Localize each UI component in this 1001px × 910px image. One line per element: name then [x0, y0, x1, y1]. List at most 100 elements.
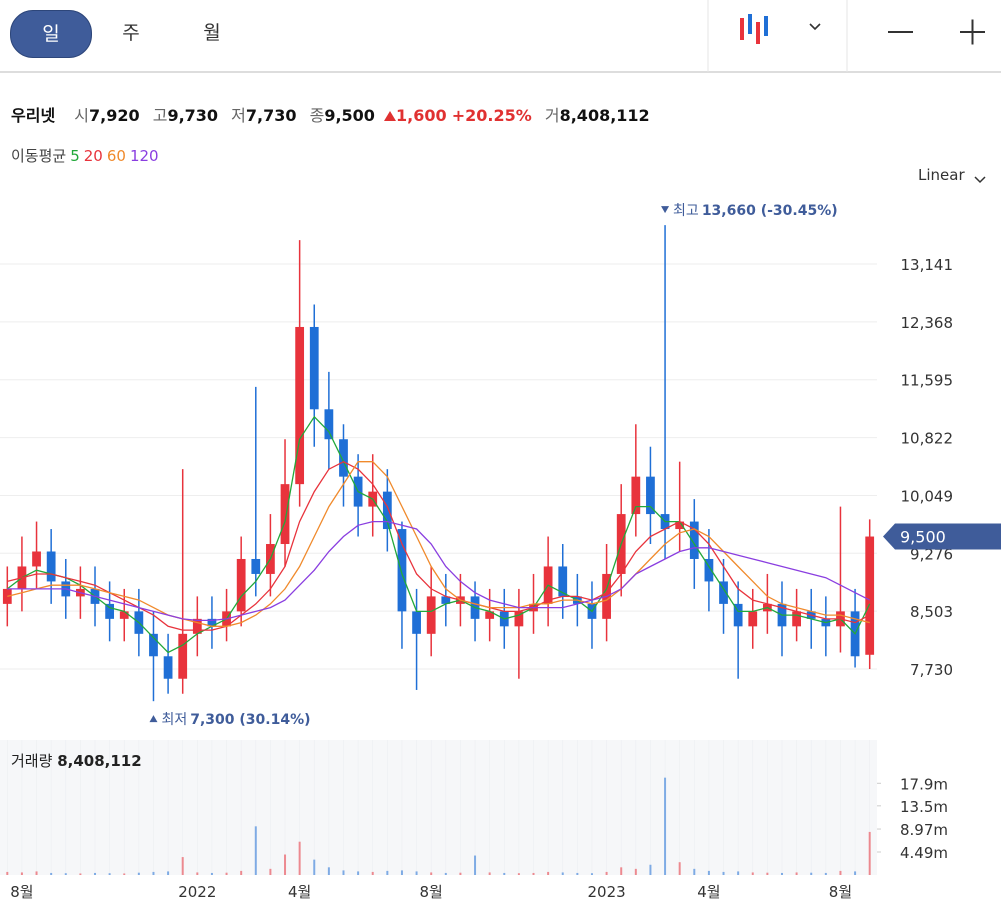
ma-legend: 이동평균 5 20 60 120	[11, 145, 159, 166]
volume-bar	[430, 872, 433, 875]
volume-bar	[400, 870, 403, 875]
volume-title: 거래량	[11, 752, 53, 770]
volume-bar	[225, 872, 228, 875]
volume-bar	[751, 872, 754, 875]
volume-bar	[94, 872, 97, 875]
volume-tick-label: 13.5m	[900, 798, 948, 816]
volume-value: 8,408,112	[57, 752, 142, 770]
volume-bar	[605, 871, 608, 875]
volume-bar	[327, 867, 330, 875]
candle-body	[119, 611, 129, 619]
value: 9,500	[324, 106, 375, 125]
tab-day[interactable]: 일	[10, 10, 92, 58]
volume-bar	[20, 872, 23, 875]
annotation-text: 최저 7,300 (30.14%)	[161, 712, 310, 728]
value: 7,920	[89, 106, 140, 125]
stock-info: 우리넷 시7,920 고9,730 저7,730 종9,500 1,600 +2…	[11, 102, 650, 126]
candle-body	[324, 409, 334, 440]
annotation-arrow	[149, 715, 158, 723]
volume-background	[0, 740, 877, 875]
volume-bar	[824, 872, 827, 875]
candle-body	[163, 656, 173, 679]
candle-body	[441, 596, 451, 604]
label: 거	[544, 106, 560, 125]
candle-body	[748, 611, 758, 627]
volume-bar	[649, 864, 652, 875]
volume-bar	[766, 872, 769, 875]
ma-line	[7, 520, 870, 622]
tab-week[interactable]: 주	[122, 22, 140, 44]
volume-bar	[693, 868, 696, 875]
volume-bar	[532, 872, 535, 875]
volume-bar	[780, 872, 783, 875]
ma-line	[7, 461, 870, 627]
ma-legend-entry: 5	[70, 147, 80, 165]
volume-bar	[196, 872, 199, 875]
chart-type-button[interactable]	[740, 14, 768, 44]
volume-bar	[342, 870, 345, 875]
value: 8,408,112	[559, 106, 650, 125]
volume-tick-label: 8.97m	[900, 821, 948, 839]
volume-bar	[50, 872, 53, 875]
volume-bar	[298, 841, 301, 875]
volume-bar	[210, 872, 213, 875]
x-tick-label: 2022	[178, 883, 216, 901]
volume-bar	[167, 871, 170, 875]
volume-bar	[722, 871, 725, 875]
candle-body	[295, 326, 305, 485]
candle-body	[631, 476, 641, 515]
volume-tick-label: 4.49m	[900, 844, 948, 862]
y-tick-label: 10,049	[901, 487, 954, 505]
extreme-annotation: 최고 13,660 (-30.45%)	[661, 203, 838, 219]
volume-bar	[152, 871, 155, 875]
candle-body	[339, 439, 348, 477]
x-tick-label: 8월	[10, 883, 33, 901]
annotation-arrow	[661, 206, 670, 214]
y-tick-label: 12,368	[901, 314, 954, 332]
tab-month[interactable]: 월	[203, 22, 221, 44]
candle-body	[485, 611, 495, 619]
volume-bar	[35, 871, 38, 875]
candle-body	[733, 603, 743, 627]
zoom-in[interactable]	[960, 19, 985, 45]
volume-bar	[517, 873, 520, 875]
volume-bar	[371, 871, 374, 875]
scale-arrow[interactable]	[974, 176, 986, 184]
volume-bar	[737, 871, 740, 875]
scale-select[interactable]: Linear	[918, 166, 965, 184]
candle-body	[689, 521, 699, 559]
candle-body	[558, 566, 568, 597]
y-tick-label: 9,276	[910, 545, 953, 563]
annotation-value: 7,300 (30.14%)	[190, 712, 310, 728]
candle-body	[704, 558, 714, 582]
label: 저	[231, 106, 246, 125]
up-arrow	[384, 111, 397, 121]
candle-body	[792, 611, 801, 627]
candle-body	[280, 484, 290, 545]
ma-line	[7, 460, 870, 631]
candle-body	[149, 633, 158, 657]
candle-body	[178, 633, 188, 679]
annotation-text: 최고 13,660 (-30.45%)	[673, 203, 838, 219]
value: 9,730	[167, 106, 219, 125]
value: 7,730	[245, 106, 297, 125]
volume-bar	[547, 871, 550, 875]
volume-bar	[137, 872, 140, 875]
annotation-value: 13,660 (-30.45%)	[702, 203, 838, 219]
volume-tick-label: 17.9m	[900, 775, 948, 793]
ma-title: 이동평균	[11, 147, 67, 165]
y-tick-label: 7,730	[910, 661, 953, 679]
volume-bar	[415, 871, 418, 875]
volume-bar	[707, 870, 710, 875]
label: 종	[309, 106, 325, 125]
stock-name: 우리넷	[11, 106, 56, 125]
volume-bar	[561, 872, 564, 875]
ma-line	[6, 415, 871, 654]
x-tick-label: 4월	[288, 883, 311, 901]
volume-bar	[313, 859, 316, 875]
candle-body	[675, 521, 685, 530]
dropdown-arrow[interactable]	[809, 23, 821, 31]
candle-body	[251, 558, 261, 574]
